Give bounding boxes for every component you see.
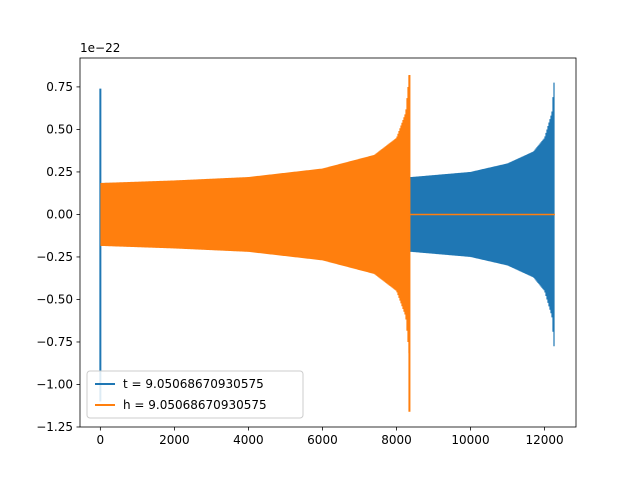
x-tick-label: 4000 xyxy=(233,433,264,447)
y-tick-label: −0.75 xyxy=(36,335,73,349)
y-tick-label: 0.00 xyxy=(46,207,73,221)
y-tick-label: −0.50 xyxy=(36,292,73,306)
y-tick-label: 0.25 xyxy=(46,165,73,179)
x-tick-label: 0 xyxy=(97,433,105,447)
legend: t = 9.05068670930575 h = 9.05068670930575 xyxy=(86,370,304,419)
x-tick-label: 12000 xyxy=(525,433,563,447)
legend-label: h = 9.05068670930575 xyxy=(123,398,267,412)
series-band xyxy=(100,75,410,354)
x-tick-label: 8000 xyxy=(381,433,412,447)
axes-frame xyxy=(79,57,577,428)
y-axis-multiplier: 1e−22 xyxy=(80,41,120,55)
series-h xyxy=(100,75,555,412)
y-tick-label: −0.25 xyxy=(36,250,73,264)
y-tick-label: 0.50 xyxy=(46,122,73,136)
y-tick-label: −1.25 xyxy=(36,420,73,434)
x-tick-label: 6000 xyxy=(307,433,338,447)
axes: 0 2000 4000 6000 8000 10000 12000 −1.25 −1.00 −0.… xyxy=(36,57,577,447)
plot-area xyxy=(99,75,555,412)
legend-box xyxy=(86,370,304,419)
y-tick-label: 0.75 xyxy=(46,80,73,94)
x-tick-label: 2000 xyxy=(159,433,190,447)
x-tick-label: 10000 xyxy=(451,433,489,447)
y-tick-label: −1.00 xyxy=(36,377,73,391)
legend-label: t = 9.05068670930575 xyxy=(123,377,264,391)
